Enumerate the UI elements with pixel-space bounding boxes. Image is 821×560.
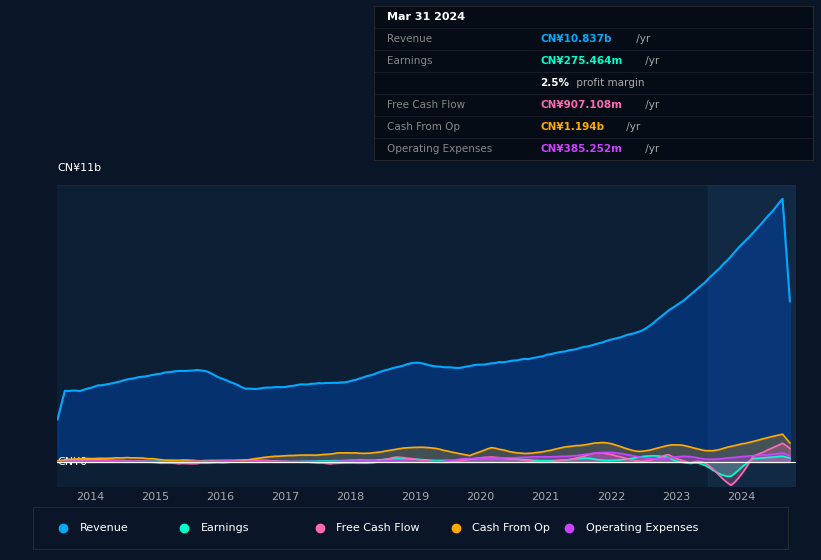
Text: profit margin: profit margin — [573, 78, 645, 87]
Text: CN¥275.464m: CN¥275.464m — [540, 55, 623, 66]
Text: Earnings: Earnings — [200, 523, 249, 533]
Text: CN¥0: CN¥0 — [57, 457, 88, 467]
Text: CN¥10.837b: CN¥10.837b — [540, 34, 612, 44]
Text: CN¥1.194b: CN¥1.194b — [540, 122, 604, 132]
Text: /yr: /yr — [633, 34, 650, 44]
Text: Earnings: Earnings — [387, 55, 432, 66]
Text: CN¥11b: CN¥11b — [57, 163, 102, 172]
Text: Revenue: Revenue — [387, 34, 432, 44]
Bar — [709, 185, 796, 487]
Text: CN¥385.252m: CN¥385.252m — [540, 143, 622, 153]
Text: Operating Expenses: Operating Expenses — [585, 523, 698, 533]
Text: /yr: /yr — [623, 122, 640, 132]
Text: Revenue: Revenue — [80, 523, 128, 533]
Text: Free Cash Flow: Free Cash Flow — [387, 100, 465, 110]
Text: Operating Expenses: Operating Expenses — [387, 143, 492, 153]
Text: Mar 31 2024: Mar 31 2024 — [387, 12, 465, 22]
Text: CN¥907.108m: CN¥907.108m — [540, 100, 622, 110]
Text: Free Cash Flow: Free Cash Flow — [337, 523, 420, 533]
Text: /yr: /yr — [642, 55, 659, 66]
Text: /yr: /yr — [642, 143, 659, 153]
Text: Cash From Op: Cash From Op — [387, 122, 460, 132]
Text: /yr: /yr — [642, 100, 659, 110]
Text: -CN¥1b: -CN¥1b — [57, 508, 99, 518]
Text: 2.5%: 2.5% — [540, 78, 570, 87]
Text: Cash From Op: Cash From Op — [472, 523, 550, 533]
